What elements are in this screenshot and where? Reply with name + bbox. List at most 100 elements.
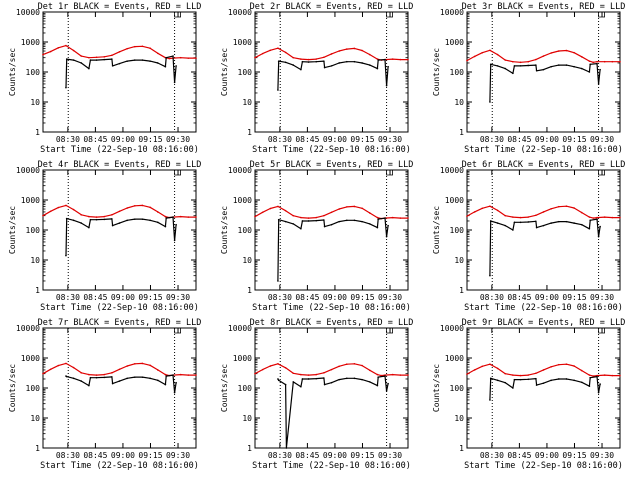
data-point-lld (65, 44, 67, 47)
data-point-events (489, 274, 491, 277)
y-tick-label: 10000 (16, 8, 40, 17)
data-point-events (580, 223, 583, 226)
data-point-lld (588, 216, 591, 218)
data-point-events (368, 223, 371, 225)
data-point-lld (376, 216, 379, 219)
data-point-lld (558, 205, 560, 208)
x-axis-label: Start Time (22-Sep-10 08:16:00) (464, 145, 623, 155)
data-point-lld (603, 60, 606, 63)
data-point-events (65, 58, 68, 60)
data-point-events (385, 235, 388, 238)
series-line-events (489, 376, 601, 400)
data-point-lld (72, 49, 75, 52)
data-point-events (277, 60, 280, 62)
data-point-lld (399, 58, 402, 61)
y-axis-label: Counts/sec (432, 206, 441, 254)
data-point-events (513, 378, 516, 381)
x-tick-label: 08:30 (56, 293, 80, 302)
data-point-lld (118, 210, 121, 213)
data-point-events (111, 224, 114, 227)
data-point-lld (95, 374, 98, 376)
interval-bracket (598, 170, 605, 176)
data-point-events (172, 374, 174, 376)
data-point-events (519, 65, 522, 67)
panel-title: Det 3r BLACK = Events, RED = LLD (462, 2, 626, 12)
series-line-events (277, 58, 389, 91)
data-point-events (164, 383, 167, 386)
data-point-events (565, 378, 568, 380)
data-point-events (387, 224, 389, 227)
data-point-events (550, 65, 552, 68)
y-tick-label: 100 (238, 226, 253, 235)
y-tick-label: 10 (30, 98, 40, 107)
data-point-events (111, 382, 114, 385)
plot-frame (254, 327, 409, 449)
data-point-lld (80, 55, 83, 57)
data-point-lld (489, 205, 491, 208)
data-point-events (384, 217, 386, 219)
data-point-lld (346, 206, 348, 208)
data-point-lld (111, 54, 113, 57)
data-point-events (164, 225, 167, 228)
data-point-lld (292, 214, 295, 217)
data-point-events (368, 64, 371, 66)
data-point-lld (496, 209, 499, 212)
data-point-lld (619, 60, 621, 63)
x-tick-label: 09:00 (535, 451, 559, 460)
y-tick-label: 1000 (21, 354, 40, 363)
data-point-lld (126, 365, 128, 367)
data-point-events (558, 378, 560, 380)
data-point-lld (527, 216, 529, 218)
data-point-events (489, 220, 492, 222)
data-point-events (277, 378, 279, 380)
x-tick-label: 08:45 (295, 451, 319, 460)
y-tick-label: 100 (450, 384, 465, 393)
data-point-events (573, 65, 575, 68)
y-tick-label: 10000 (440, 166, 464, 175)
data-point-events (519, 378, 522, 381)
data-point-events (489, 101, 491, 103)
data-point-lld (519, 374, 522, 377)
data-point-events (597, 235, 600, 238)
data-point-lld (496, 53, 499, 56)
data-point-lld (519, 61, 522, 64)
panel-1: Det 1r BLACK = Events, RED = LLD 1 10 100 10… (8, 2, 201, 155)
data-point-events (103, 376, 105, 379)
data-point-lld (72, 208, 75, 211)
data-point-events (88, 226, 90, 229)
data-point-lld (88, 215, 90, 218)
data-point-events (80, 222, 83, 224)
y-tick-label: 10000 (228, 166, 252, 175)
data-point-events (88, 67, 90, 70)
data-point-events (134, 218, 136, 220)
x-tick-label: 08:30 (268, 293, 292, 302)
data-point-events (165, 217, 167, 219)
data-point-events (589, 376, 591, 379)
data-point-lld (49, 50, 52, 53)
data-point-events (118, 62, 121, 65)
x-tick-label: 08:45 (295, 293, 319, 302)
plot-frame (42, 327, 197, 449)
y-tick-label: 10 (30, 256, 40, 265)
data-point-lld (195, 216, 197, 218)
y-tick-label: 10000 (16, 166, 40, 175)
data-point-events (65, 217, 68, 220)
data-point-events (103, 58, 105, 61)
data-point-events (300, 385, 302, 388)
data-point-events (535, 220, 537, 223)
data-point-lld (261, 52, 264, 55)
data-point-events (300, 68, 302, 71)
data-point-events (496, 65, 499, 67)
data-point-events (89, 218, 92, 221)
data-point-events (361, 62, 363, 64)
data-point-lld (407, 217, 409, 219)
data-point-events (72, 219, 75, 222)
data-point-events (519, 221, 522, 224)
data-point-lld (65, 204, 67, 207)
data-point-lld (353, 363, 356, 365)
data-point-lld (187, 216, 190, 218)
data-point-events (599, 68, 601, 71)
y-tick-label: 10 (454, 98, 464, 107)
x-tick-label: 09:30 (590, 451, 614, 460)
series-line-events (277, 375, 389, 449)
